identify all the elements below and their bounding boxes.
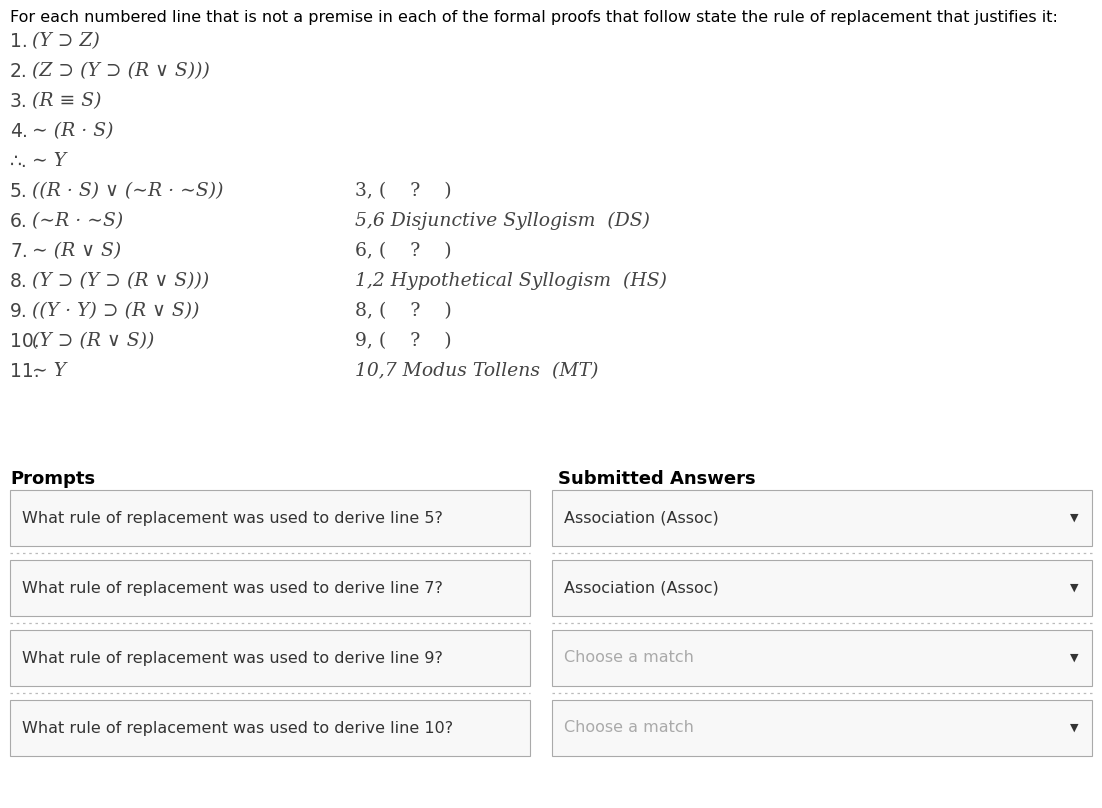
Text: ▼: ▼ [1070,723,1078,733]
Text: ∼ (R · S): ∼ (R · S) [32,122,114,140]
Text: 1.: 1. [10,32,28,51]
Text: ▼: ▼ [1070,653,1078,663]
Text: ▼: ▼ [1070,583,1078,593]
FancyBboxPatch shape [10,560,530,616]
FancyBboxPatch shape [552,700,1092,756]
Text: ((Y · Y) ⊃ (R ∨ S)): ((Y · Y) ⊃ (R ∨ S)) [32,302,199,320]
Text: ∼ (R ∨ S): ∼ (R ∨ S) [32,242,121,260]
Text: ∴.: ∴. [10,152,28,171]
Text: ∼ Y: ∼ Y [32,362,66,380]
Text: ▼: ▼ [1070,513,1078,523]
Text: 7.: 7. [10,242,28,261]
Text: 10,7 Modus Tollens  (MT): 10,7 Modus Tollens (MT) [355,362,598,380]
Text: Choose a match: Choose a match [564,721,694,735]
FancyBboxPatch shape [552,490,1092,546]
Text: 5,6 Disjunctive Syllogism  (DS): 5,6 Disjunctive Syllogism (DS) [355,212,650,230]
Text: For each numbered line that is not a premise in each of the formal proofs that f: For each numbered line that is not a pre… [10,10,1058,25]
Text: 10.: 10. [10,332,40,351]
Text: 3.: 3. [10,92,28,111]
Text: Association (Assoc): Association (Assoc) [564,511,719,525]
Text: 6.: 6. [10,212,28,231]
Text: (Y ⊃ (Y ⊃ (R ∨ S))): (Y ⊃ (Y ⊃ (R ∨ S))) [32,272,209,290]
Text: 9, (    ?    ): 9, ( ? ) [355,332,452,350]
Text: ∼ Y: ∼ Y [32,152,66,170]
Text: Choose a match: Choose a match [564,650,694,666]
FancyBboxPatch shape [10,630,530,686]
Text: What rule of replacement was used to derive line 9?: What rule of replacement was used to der… [22,650,443,666]
Text: (∼R · ∼S): (∼R · ∼S) [32,212,123,230]
Text: (Y ⊃ Z): (Y ⊃ Z) [32,32,100,50]
Text: 2.: 2. [10,62,28,81]
FancyBboxPatch shape [10,490,530,546]
FancyBboxPatch shape [552,560,1092,616]
Text: What rule of replacement was used to derive line 5?: What rule of replacement was used to der… [22,511,443,525]
Text: 8.: 8. [10,272,28,291]
Text: 4.: 4. [10,122,28,141]
Text: Submitted Answers: Submitted Answers [558,470,756,488]
FancyBboxPatch shape [10,700,530,756]
Text: Association (Assoc): Association (Assoc) [564,580,719,595]
Text: 1,2 Hypothetical Syllogism  (HS): 1,2 Hypothetical Syllogism (HS) [355,272,667,290]
Text: 8, (    ?    ): 8, ( ? ) [355,302,452,320]
Text: (Y ⊃ (R ∨ S)): (Y ⊃ (R ∨ S)) [32,332,154,350]
Text: What rule of replacement was used to derive line 10?: What rule of replacement was used to der… [22,721,453,735]
Text: 9.: 9. [10,302,28,321]
FancyBboxPatch shape [552,630,1092,686]
Text: (Z ⊃ (Y ⊃ (R ∨ S))): (Z ⊃ (Y ⊃ (R ∨ S))) [32,62,209,80]
Text: What rule of replacement was used to derive line 7?: What rule of replacement was used to der… [22,580,443,595]
Text: (R ≡ S): (R ≡ S) [32,92,101,110]
Text: 5.: 5. [10,182,28,201]
Text: 11.: 11. [10,362,40,381]
Text: 6, (    ?    ): 6, ( ? ) [355,242,452,260]
Text: 3, (    ?    ): 3, ( ? ) [355,182,452,200]
Text: Prompts: Prompts [10,470,95,488]
Text: ((R · S) ∨ (∼R · ∼S)): ((R · S) ∨ (∼R · ∼S)) [32,182,224,200]
